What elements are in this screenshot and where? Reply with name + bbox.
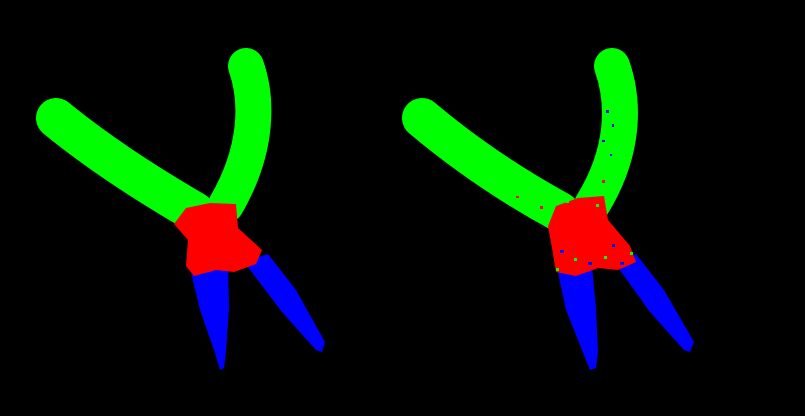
right-handles-region xyxy=(402,48,638,232)
left-jaw-left xyxy=(190,266,229,370)
right-jaw-left xyxy=(557,266,598,370)
left-handle-left xyxy=(36,98,215,232)
right-jaws-region xyxy=(557,254,694,370)
left-mask-panel xyxy=(36,48,325,370)
left-pivot-region xyxy=(174,203,262,276)
right-noise-speckles xyxy=(516,110,633,271)
right-handle-left xyxy=(402,98,580,232)
right-mask-panel xyxy=(402,48,694,370)
left-jaw-right xyxy=(244,254,325,352)
right-pivot-region xyxy=(548,196,636,276)
left-handle-right xyxy=(208,48,272,223)
left-handles-region xyxy=(36,48,272,232)
left-jaws-region xyxy=(190,254,325,370)
right-jaw-right xyxy=(614,254,694,352)
right-handle-right xyxy=(574,48,638,223)
